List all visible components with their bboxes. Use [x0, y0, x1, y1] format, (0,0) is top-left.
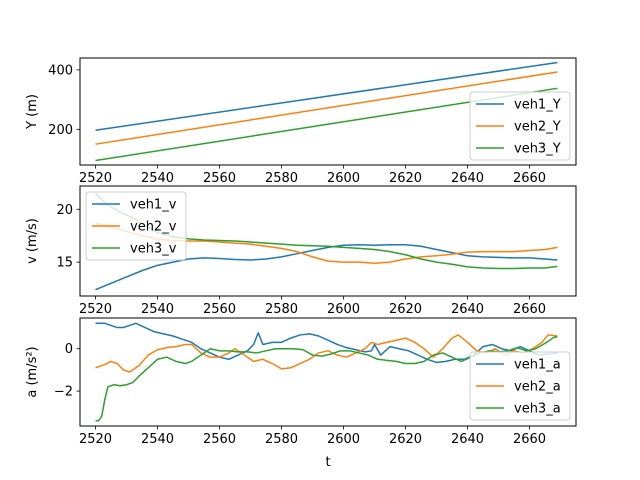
x-tick-label: 2540 — [141, 432, 174, 447]
subplot-3: 2520 2540 2560 2580 2600 2620 2640 2660 −2 0 a (m/… — [25, 317, 577, 470]
y-tick-label: 15 — [56, 256, 73, 271]
x-tick-label: 2660 — [513, 171, 546, 186]
x-axis-label: t — [325, 455, 330, 470]
x-tick-label: 2520 — [79, 302, 112, 317]
y-axis-label: a (m/s²) — [25, 346, 40, 397]
legend-box — [85, 191, 187, 261]
x-tick-label: 2520 — [79, 171, 112, 186]
legend-label: veh2_v — [130, 220, 177, 235]
axes-frame — [79, 57, 577, 166]
series-line-veh1_v — [95, 243, 558, 291]
y-axis-label: Y (m) — [25, 94, 40, 130]
x-tick-label: 2540 — [141, 171, 174, 186]
x-tick-label: 2620 — [389, 171, 422, 186]
x-tick-label: 2660 — [513, 432, 546, 447]
series-line-veh2_Y — [95, 71, 558, 145]
legend-label: veh2_a — [514, 380, 561, 395]
legend-box — [469, 351, 571, 421]
x-tick-label: 2620 — [389, 432, 422, 447]
x-tick-label: 2660 — [513, 302, 546, 317]
legend-label: veh3_Y — [514, 142, 561, 157]
axes-frame — [79, 317, 577, 427]
legend-label: veh2_Y — [514, 120, 561, 135]
x-tick-label: 2560 — [203, 302, 236, 317]
y-tick-label: −2 — [54, 385, 73, 400]
legend-label: veh1_Y — [514, 98, 561, 113]
legend-label: veh3_v — [130, 242, 177, 257]
x-tick-label: 2560 — [203, 171, 236, 186]
axes-frame — [79, 185, 577, 297]
legend: veh1_v veh2_v veh3_v — [85, 191, 187, 261]
x-tick-label: 2580 — [265, 432, 298, 447]
series-line-veh2_a — [95, 334, 558, 373]
legend: veh1_a veh2_a veh3_a — [469, 351, 571, 421]
series-line-veh1_Y — [95, 61, 558, 131]
y-tick-label: 200 — [48, 123, 73, 138]
legend-box — [469, 91, 571, 161]
y-axis-label: v (m/s) — [25, 218, 40, 264]
x-tick-label: 2560 — [203, 432, 236, 447]
x-tick-label: 2620 — [389, 302, 422, 317]
legend: veh1_Y veh2_Y veh3_Y — [469, 91, 571, 161]
x-tick-label: 2580 — [265, 302, 298, 317]
subplot-2: 2520 2540 2560 2580 2600 2620 2640 2660 15 20 v (m… — [25, 185, 577, 317]
legend-label: veh1_v — [130, 198, 177, 213]
y-tick-label: 0 — [65, 342, 73, 357]
x-tick-label: 2600 — [327, 432, 360, 447]
legend-label: veh1_a — [514, 358, 561, 373]
x-tick-label: 2520 — [79, 432, 112, 447]
x-tick-label: 2600 — [327, 302, 360, 317]
y-tick-label: 20 — [56, 203, 73, 218]
x-tick-label: 2640 — [451, 171, 484, 186]
x-tick-label: 2540 — [141, 302, 174, 317]
x-tick-label: 2580 — [265, 171, 298, 186]
x-tick-label: 2640 — [451, 432, 484, 447]
y-tick-label: 400 — [48, 63, 73, 78]
x-tick-label: 2640 — [451, 302, 484, 317]
x-tick-label: 2600 — [327, 171, 360, 186]
subplot-1: 2520 2540 2560 2580 2600 2620 2640 2660 200 400 Y … — [25, 57, 577, 186]
legend-label: veh3_a — [514, 402, 561, 417]
